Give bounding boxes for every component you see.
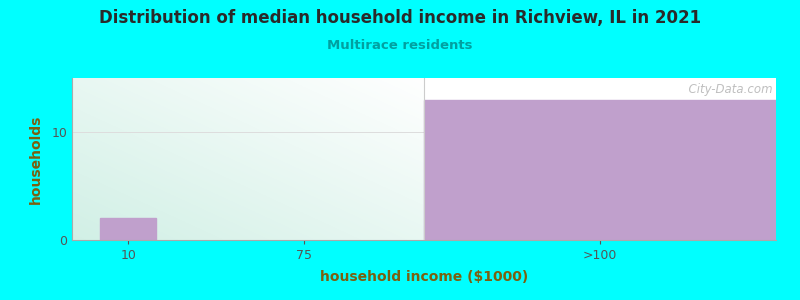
Text: City-Data.com: City-Data.com xyxy=(681,83,773,96)
Bar xyxy=(100,218,157,240)
Y-axis label: households: households xyxy=(29,114,43,204)
Text: Multirace residents: Multirace residents xyxy=(327,39,473,52)
Bar xyxy=(424,100,776,240)
X-axis label: household income ($1000): household income ($1000) xyxy=(320,270,528,284)
Text: Distribution of median household income in Richview, IL in 2021: Distribution of median household income … xyxy=(99,9,701,27)
